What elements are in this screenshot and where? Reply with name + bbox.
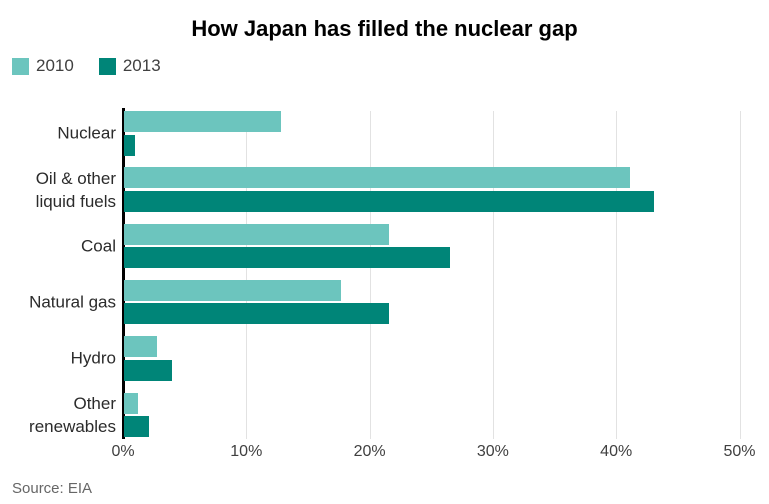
gridline xyxy=(492,111,494,439)
y-axis-line xyxy=(122,108,125,439)
x-tick-label: 0% xyxy=(111,443,135,460)
category-label: Hydro xyxy=(70,348,116,368)
gridline xyxy=(246,111,248,439)
bar-2010 xyxy=(124,279,341,301)
legend-swatch-2013 xyxy=(98,57,116,75)
legend-item-2010: 2010 xyxy=(12,56,74,76)
bar-2013 xyxy=(124,359,173,381)
bar-2013 xyxy=(124,303,390,325)
category-label: Natural gas xyxy=(29,292,116,312)
gridline xyxy=(369,111,371,439)
bar-2013 xyxy=(124,190,655,212)
bar-2010 xyxy=(124,223,390,245)
category-label: Oil & other liquid fuels xyxy=(35,168,116,211)
x-tick-label: 10% xyxy=(230,443,263,460)
chart-title: How Japan has filled the nuclear gap xyxy=(191,16,578,41)
bar-2013 xyxy=(124,416,149,437)
legend-label-2010: 2010 xyxy=(36,56,74,75)
bar-2013 xyxy=(124,134,136,156)
x-tick-label: 20% xyxy=(353,443,386,460)
legend-item-2013: 2013 xyxy=(98,56,161,76)
gridline xyxy=(616,111,618,439)
bar-2010 xyxy=(124,336,158,358)
legend-label-2013: 2013 xyxy=(122,56,161,75)
category-label: Nuclear xyxy=(57,123,116,143)
x-tick-label: 30% xyxy=(476,443,509,460)
legend: 2010 2013 xyxy=(12,56,161,76)
bar-2013 xyxy=(124,247,450,269)
source-note: Source: EIA xyxy=(12,480,93,497)
bar-2010 xyxy=(124,167,630,189)
x-tick-label: 50% xyxy=(723,443,756,460)
category-label: Coal xyxy=(81,236,116,256)
bar-2010 xyxy=(124,392,138,414)
category-label: Other renewables xyxy=(29,393,116,436)
legend-swatch-2010 xyxy=(12,57,29,75)
bar-2010 xyxy=(124,111,281,132)
gridline xyxy=(739,111,741,439)
x-tick-label: 40% xyxy=(600,443,633,460)
